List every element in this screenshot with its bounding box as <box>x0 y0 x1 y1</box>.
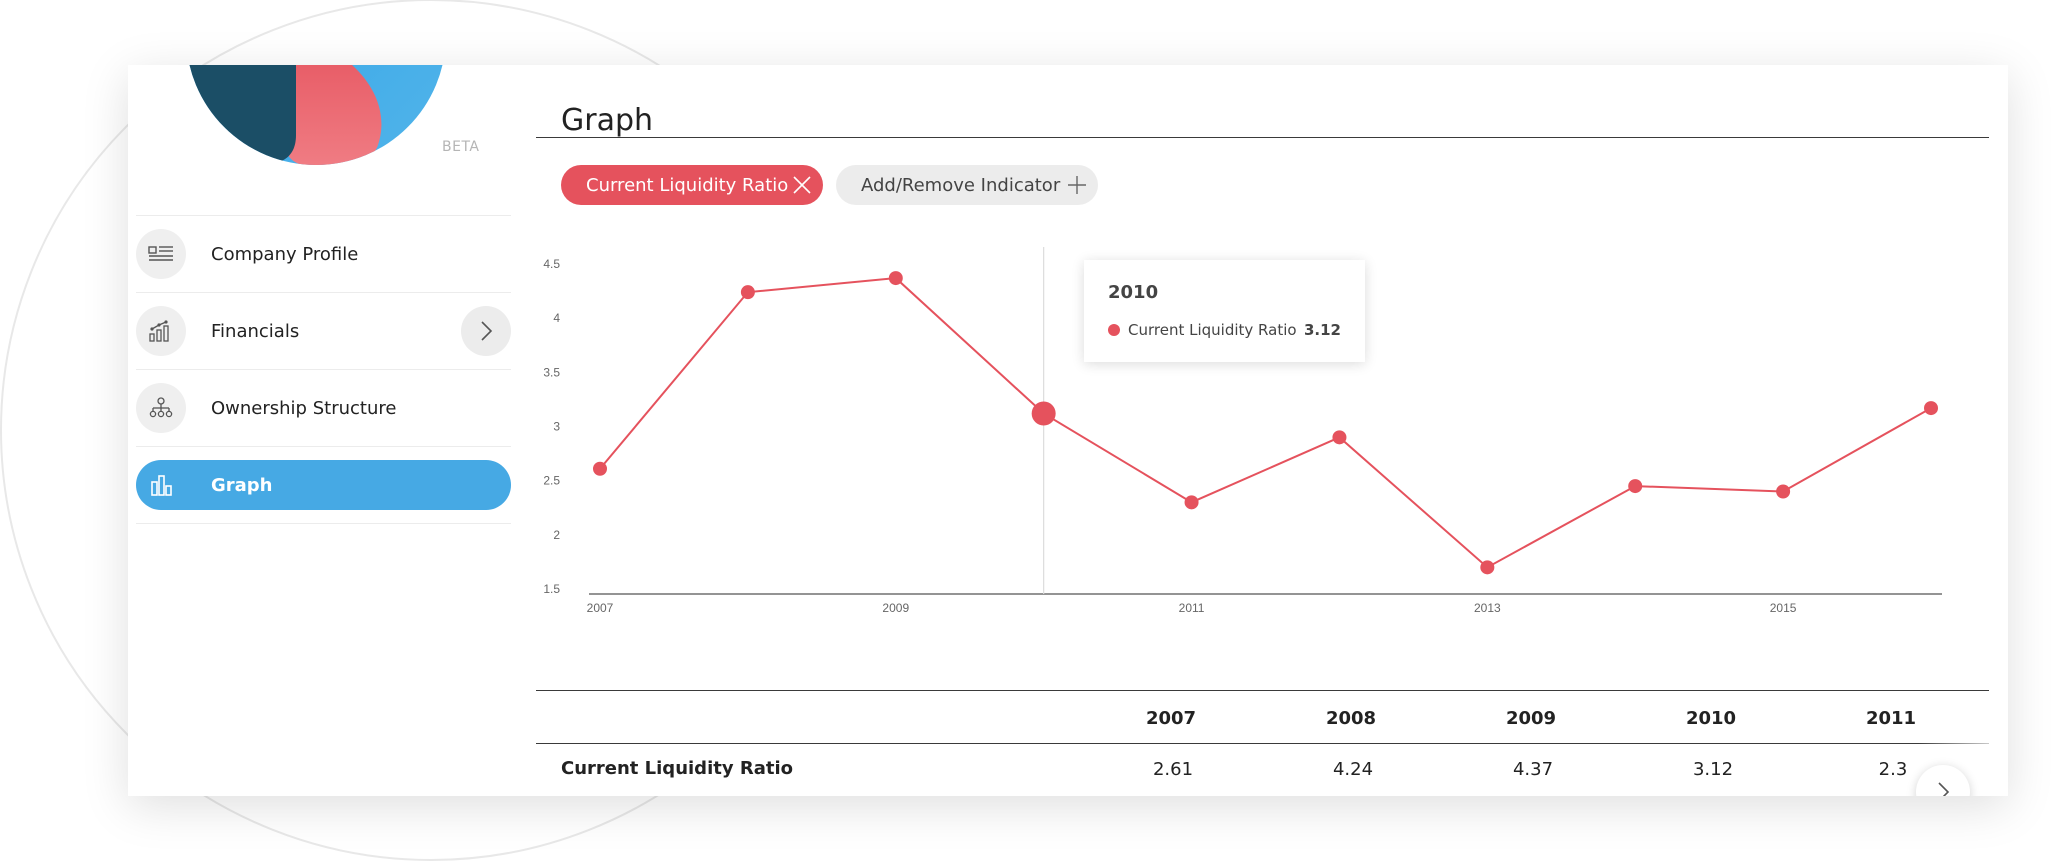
chart-tooltip: 2010 Current Liquidity Ratio 3.12 <box>1084 260 1365 362</box>
data-point <box>1776 484 1791 499</box>
table-top-rule <box>536 690 1989 691</box>
table-cell: 4.37 <box>1512 759 1554 780</box>
ownership-tree-icon <box>136 383 186 433</box>
plus-icon <box>1068 176 1086 194</box>
page-title: Graph <box>561 103 654 139</box>
table-row-label: Current Liquidity Ratio <box>561 758 793 779</box>
y-tick-label: 3 <box>553 420 560 434</box>
bar-graph-icon <box>136 460 186 510</box>
chevron-right-icon[interactable] <box>461 306 511 356</box>
table-cell: 2.61 <box>1152 759 1194 780</box>
profile-list-icon <box>136 229 186 279</box>
series-line-current-liquidity-ratio <box>599 277 1932 569</box>
beta-badge: BETA <box>442 139 480 155</box>
table-header-cell: 2008 <box>1325 708 1377 729</box>
tooltip-series-name: Current Liquidity Ratio <box>1128 321 1297 339</box>
nav-divider <box>136 292 511 293</box>
app-logo <box>178 65 468 165</box>
y-tick-label: 4 <box>553 311 560 325</box>
chevron-right-icon <box>1938 782 1950 796</box>
indicator-chip-label: Current Liquidity Ratio <box>586 174 789 196</box>
x-tick-label: 2011 <box>1179 601 1205 615</box>
table-cell: 3.12 <box>1692 759 1734 780</box>
nav-divider <box>136 523 511 524</box>
main-panel: BETA Company Profile <box>128 65 2008 796</box>
sidebar-nav: Company Profile Financials <box>136 215 511 524</box>
sidebar-item-company-profile[interactable]: Company Profile <box>136 216 511 292</box>
data-point <box>593 461 607 476</box>
add-remove-indicator-button[interactable]: Add/Remove Indicator <box>836 165 1098 205</box>
nav-divider <box>136 215 511 216</box>
sidebar-item-graph-wrap: Graph <box>136 447 511 523</box>
y-tick-label: 2 <box>553 528 560 542</box>
nav-divider <box>136 446 511 447</box>
x-tick-label: 2015 <box>1770 601 1797 615</box>
sidebar-item-graph[interactable]: Graph <box>136 460 511 510</box>
title-divider <box>536 137 1989 138</box>
y-tick-label: 3.5 <box>543 365 560 379</box>
x-tick-label: 2009 <box>882 601 909 615</box>
data-point <box>740 285 755 300</box>
sidebar-item-label: Graph <box>211 474 273 496</box>
data-point <box>1924 401 1938 416</box>
nav-divider <box>136 369 511 370</box>
data-point-highlighted <box>1031 401 1056 426</box>
close-icon[interactable] <box>793 176 811 194</box>
y-tick-label: 2.5 <box>543 474 560 488</box>
data-point <box>888 271 903 286</box>
data-point <box>1628 479 1643 494</box>
financials-chart-icon <box>136 306 186 356</box>
sidebar-item-label: Financials <box>211 320 300 342</box>
table-cell: 2.3 <box>1878 759 1908 780</box>
tooltip-year: 2010 <box>1108 282 1159 303</box>
data-point <box>1332 430 1347 445</box>
tooltip-value: 3.12 <box>1303 321 1341 339</box>
table-header-rule <box>536 743 1989 744</box>
sidebar-item-label: Company Profile <box>211 243 359 265</box>
table-header-cell: 2011 <box>1865 708 1917 729</box>
y-tick-label: 4.5 <box>543 257 560 271</box>
table-header-cell: 2009 <box>1505 708 1557 729</box>
table-header-cell: 2007 <box>1145 708 1197 729</box>
indicator-chip-current-liquidity-ratio[interactable]: Current Liquidity Ratio <box>561 165 823 205</box>
sidebar-item-ownership-structure[interactable]: Ownership Structure <box>136 370 511 446</box>
x-tick-label: 2007 <box>587 601 614 615</box>
data-point <box>1184 495 1199 510</box>
tooltip-series-marker <box>1108 324 1120 336</box>
y-tick-label: 1.5 <box>543 582 560 596</box>
sidebar-item-financials[interactable]: Financials <box>136 293 511 369</box>
data-point <box>1480 560 1495 575</box>
table-header-cell: 2010 <box>1685 708 1737 729</box>
add-remove-indicator-label: Add/Remove Indicator <box>861 174 1061 196</box>
x-tick-label: 2013 <box>1474 601 1501 615</box>
liquidity-line-chart: 4.5 4 3.5 3 2.5 2 1.5 2007 2009 2011 2013 2015 <box>543 247 1942 615</box>
sidebar-item-label: Ownership Structure <box>211 397 397 419</box>
table-cell: 4.24 <box>1332 759 1374 780</box>
